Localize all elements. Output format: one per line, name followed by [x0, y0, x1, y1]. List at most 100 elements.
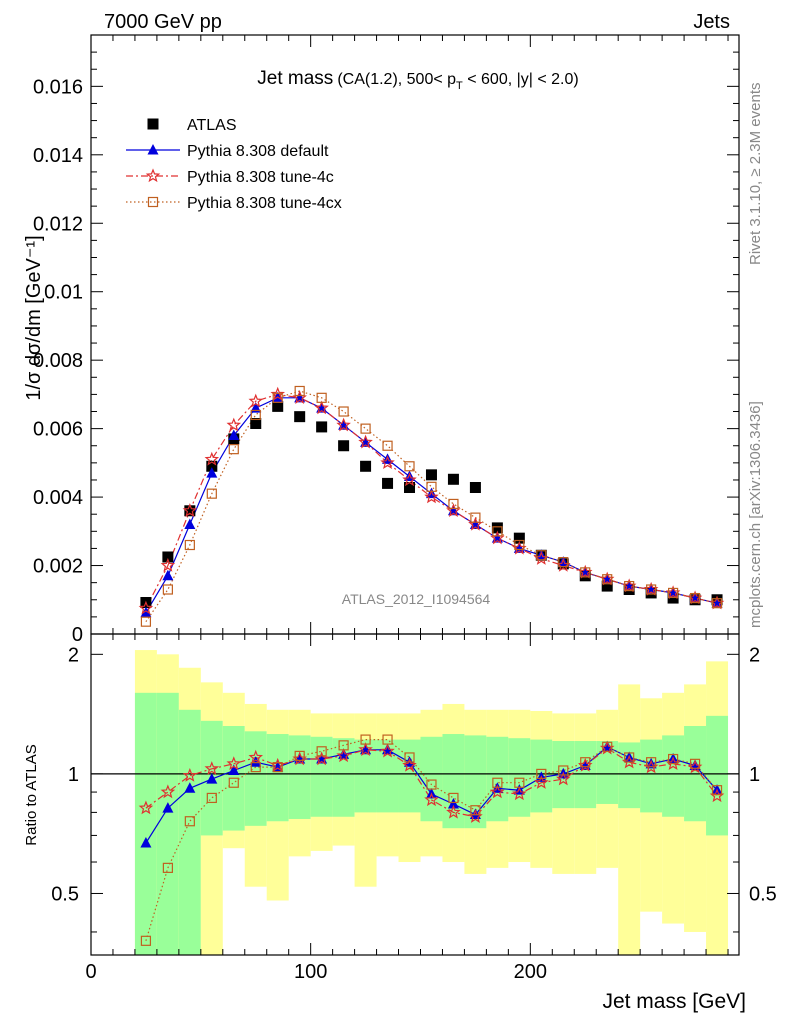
main-y-tick-label: 0.006 — [33, 419, 83, 441]
ratio-point — [711, 785, 723, 796]
ratio-point — [336, 748, 351, 763]
ratio-point — [645, 757, 657, 769]
legend-marker — [147, 196, 159, 208]
data-point — [667, 592, 679, 604]
ratio-y-tick-label: 2 — [68, 644, 79, 666]
ratio-point — [316, 746, 327, 757]
data-point — [646, 584, 657, 595]
ratio-point — [228, 777, 239, 788]
series-line — [145, 397, 718, 614]
ratio-point — [446, 804, 461, 819]
legend-label: Pythia 8.308 default — [187, 143, 329, 160]
ratio-point — [646, 757, 657, 768]
data-point — [380, 455, 395, 470]
inner-band-bin — [574, 741, 597, 809]
ratio-point — [160, 784, 176, 799]
data-point — [206, 467, 218, 478]
inner-band-bin — [508, 738, 531, 817]
inner-band-bin — [244, 731, 267, 826]
legend-marker — [145, 168, 161, 183]
data-point — [404, 482, 416, 494]
main-y-tick-label: 0.014 — [33, 145, 83, 167]
ratio-point — [206, 792, 217, 804]
legend-label: Pythia 8.308 tune-4c — [187, 169, 334, 186]
main-y-tick-label: 0.008 — [33, 350, 83, 372]
ratio-point — [424, 792, 439, 807]
data-point — [424, 489, 439, 504]
data-point — [601, 580, 613, 592]
ratio-point — [402, 757, 417, 772]
data-point — [492, 526, 503, 537]
main-y-axis-label: 1/σ dσ/dm [GeV⁻¹] — [23, 235, 45, 400]
data-point — [248, 393, 264, 408]
ratio-point — [624, 752, 635, 763]
inner-band-bin — [134, 692, 157, 955]
data-point — [294, 385, 305, 397]
inner-band-bin — [442, 734, 465, 829]
ratio-y-tick-label-right: 0.5 — [749, 883, 777, 905]
main-title-detail-a: (CA(1.2), 500< p — [337, 71, 456, 88]
ratio-point — [338, 740, 349, 751]
ratio-point — [380, 743, 395, 758]
inner-band-bin — [332, 738, 355, 817]
data-point — [711, 598, 723, 609]
main-y-tick-label: 0.016 — [33, 76, 83, 98]
data-point — [294, 411, 306, 423]
data-point — [426, 481, 437, 492]
inner-band-bin — [706, 715, 729, 836]
rivet-label: Rivet 3.1.10, ≥ 2.3M events — [747, 83, 764, 266]
ratio-point — [314, 751, 329, 766]
ratio-y-tick-label: 0.5 — [51, 883, 79, 905]
legend-marker — [147, 118, 159, 130]
data-point — [314, 400, 329, 415]
data-point — [162, 584, 173, 595]
ratio-point — [512, 786, 527, 801]
ratio-point — [580, 757, 591, 768]
data-point — [272, 392, 283, 403]
data-point — [360, 460, 372, 472]
ratio-point — [514, 777, 525, 788]
ratio-point — [382, 734, 393, 745]
data-point — [206, 488, 217, 499]
ratio-y-tick-label-right: 2 — [749, 644, 760, 666]
legend-marker — [147, 144, 159, 155]
data-point — [162, 551, 174, 563]
ratio-point — [558, 765, 569, 776]
data-point — [140, 606, 152, 618]
ratio-point — [426, 779, 437, 790]
data-point — [536, 550, 547, 561]
data-point — [316, 421, 328, 433]
inner-band-bin — [420, 736, 443, 822]
data-point — [624, 580, 635, 592]
inner-band-bin — [640, 739, 663, 813]
data-point — [250, 409, 261, 421]
main-y-tick-label: 0 — [72, 624, 83, 646]
legend-label: Pythia 8.308 tune-4cx — [187, 195, 342, 212]
data-point — [470, 512, 481, 523]
main-title: Jet mass (CA(1.2), 500< pT < 600, |y| < 2… — [257, 68, 578, 92]
x-tick-label: 200 — [514, 961, 547, 983]
data-point — [514, 539, 525, 551]
data-point — [228, 444, 239, 455]
ratio-point — [490, 784, 505, 799]
ratio-point — [138, 800, 154, 815]
axis-ticks: 0 0.002 0.004 0.006 0.008 0.01 0.012 0.014 0.016… — [33, 34, 777, 983]
analysis-watermark: ATLAS_2012_I1094564 — [342, 591, 491, 607]
inner-band-bin — [178, 709, 201, 955]
inner-band-bin — [662, 735, 685, 817]
ratio-point — [602, 741, 613, 752]
inner-band-bin — [354, 739, 377, 813]
data-point — [162, 569, 174, 581]
legend-label: ATLAS — [187, 117, 237, 134]
ratio-point — [534, 775, 549, 789]
main-y-tick-label: 0.012 — [33, 213, 83, 235]
data-point — [338, 440, 350, 452]
data-point — [184, 539, 195, 551]
ratio-point — [204, 761, 220, 775]
ratio-point — [184, 816, 195, 827]
data-point — [580, 567, 591, 578]
ratio-point — [206, 773, 218, 784]
ratio-y-axis-label: Ratio to ATLAS — [23, 744, 40, 845]
outer-band-bin — [618, 684, 641, 955]
